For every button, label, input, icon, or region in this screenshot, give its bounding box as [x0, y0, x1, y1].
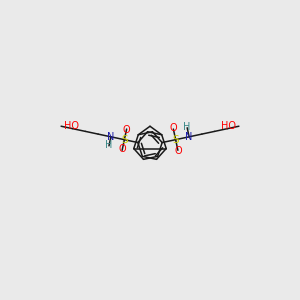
Text: HO: HO: [221, 121, 236, 131]
Text: O: O: [174, 146, 182, 156]
Text: H: H: [105, 140, 113, 150]
Text: O: O: [118, 144, 126, 154]
Text: S: S: [121, 135, 128, 145]
Text: O: O: [169, 123, 177, 133]
Text: HO: HO: [64, 121, 79, 131]
Text: N: N: [107, 132, 115, 142]
Text: N: N: [185, 132, 193, 142]
Text: S: S: [172, 135, 179, 145]
Text: O: O: [123, 125, 130, 135]
Text: H: H: [184, 122, 191, 132]
